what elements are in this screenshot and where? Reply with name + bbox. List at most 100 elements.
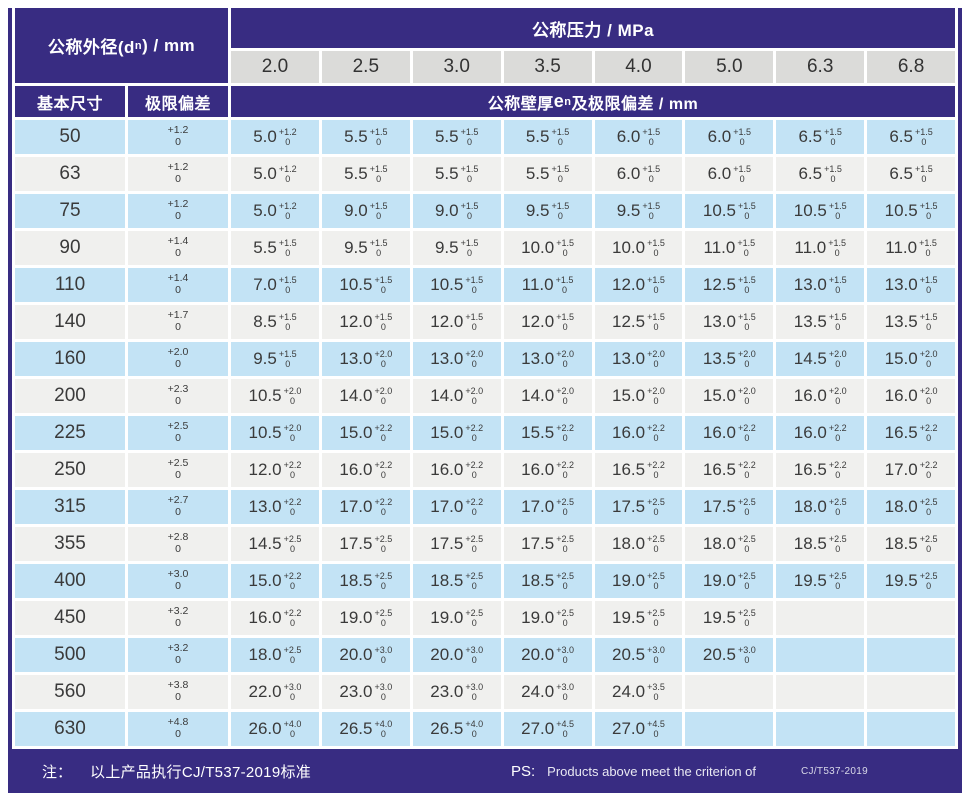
tolerance-stack: +2.5 0 [465, 607, 484, 628]
tolerance-stack: +2.0 0 [556, 385, 574, 406]
wall-thickness-value: 5.5 [344, 127, 368, 146]
wall-thickness-value: 12.0 [248, 460, 282, 479]
tolerance-stack: +2.0 0 [374, 385, 393, 406]
wall-thickness-cell: 10.0 +1.5 0 [503, 231, 592, 265]
wall-thickness-header: 公称壁厚 e n 及极限偏差 / mm [231, 86, 955, 117]
diameter-value: 355 [15, 527, 125, 561]
wall-thickness-value: 5.0 [253, 201, 277, 220]
tolerance-stack: +1.5 0 [278, 348, 297, 369]
wall-header-unit: 及极限偏差 / mm [571, 95, 699, 113]
tolerance-stack: +2.5 0 [647, 533, 665, 554]
wall-thickness-value: 17.0 [339, 497, 373, 516]
wall-thickness-cell: 13.5 +2.0 0 [685, 342, 774, 376]
wall-thickness-cell: 16.0 +2.2 0 [776, 416, 865, 450]
wall-thickness-value: 12.5 [612, 312, 646, 331]
wall-thickness-value: 9.5 [616, 201, 641, 220]
wall-thickness-value: 18.0 [793, 497, 827, 516]
tolerance-stack: +1.5 0 [374, 311, 393, 332]
tolerance-stack: +1.2 0 [278, 163, 297, 184]
wall-thickness-value: 13.5 [702, 349, 736, 368]
wall-thickness-cell: 27.0 +4.5 0 [594, 712, 683, 746]
pressure-col-header: 4.0 [594, 51, 683, 83]
wall-thickness-cell: 17.5 +2.5 0 [321, 527, 410, 561]
wall-thickness-cell: 10.5 +1.5 0 [321, 268, 410, 302]
wall-thickness-value: 13.0 [339, 349, 373, 368]
wall-thickness-value: 20.0 [430, 645, 464, 664]
wall-thickness-cell: 15.5 +2.2 0 [503, 416, 592, 450]
wall-thickness-cell: 5.0 +1.2 0 [231, 157, 319, 191]
wall-thickness-value: 18.5 [521, 571, 555, 590]
wall-thickness-cell: 6.0 +1.5 0 [685, 157, 774, 191]
wall-thickness-cell: 5.5 +1.5 0 [503, 120, 592, 154]
wall-thickness-value: 15.0 [430, 423, 464, 442]
wall-thickness-cell: 23.0 +3.0 0 [321, 675, 410, 709]
tolerance-stack: +2.5 0 [556, 607, 574, 628]
tolerance-stack: +2.5 0 [167, 420, 189, 444]
diameter-tolerance: +1.2 0 [128, 120, 228, 154]
wall-thickness-value: 16.0 [702, 423, 736, 442]
wall-thickness-value: 26.5 [430, 719, 464, 738]
wall-thickness-cell: 9.5 +1.5 0 [503, 194, 592, 228]
wall-thickness-cell: 19.5 +2.5 0 [685, 601, 774, 635]
pressure-col-header: 3.5 [503, 51, 592, 83]
ps-label: PS: [510, 762, 536, 780]
wall-thickness-cell: 27.0 +4.5 0 [503, 712, 592, 746]
wall-thickness-cell: 16.0 +2.2 0 [594, 416, 683, 450]
tolerance-stack: +1.5 0 [737, 237, 756, 258]
diameter-header-text: 公称外径(d [47, 38, 135, 57]
wall-thickness-value: 5.5 [253, 238, 277, 257]
tolerance-stack: +1.5 0 [647, 311, 665, 332]
wall-thickness-value: 17.5 [702, 497, 736, 516]
wall-thickness-value: 5.0 [253, 164, 277, 183]
tolerance-stack: +1.5 0 [369, 126, 388, 147]
diameter-tolerance: +1.2 0 [128, 194, 228, 228]
wall-thickness-value: 13.0 [248, 497, 282, 516]
diameter-tolerance: +1.4 0 [128, 231, 228, 265]
wall-thickness-cell: 16.5 +2.2 0 [776, 453, 865, 487]
wall-thickness-value: 18.5 [793, 534, 827, 553]
tolerance-stack: +4.0 0 [465, 718, 484, 739]
tolerance-stack: +1.5 0 [555, 274, 574, 295]
tolerance-stack: +2.2 0 [647, 422, 665, 443]
wall-thickness-value: 16.5 [884, 423, 918, 442]
tolerance-stack: +2.5 0 [374, 570, 393, 591]
wall-thickness-value: 13.0 [612, 349, 646, 368]
tolerance-stack: +1.5 0 [914, 126, 933, 147]
wall-thickness-value: 16.0 [612, 423, 646, 442]
wall-thickness-value: 17.0 [884, 460, 918, 479]
wall-thickness-cell: 10.5 +1.5 0 [867, 194, 955, 228]
empty-cell [685, 712, 774, 746]
tolerance-stack: +2.2 0 [828, 422, 847, 443]
tolerance-stack: +2.0 0 [647, 385, 665, 406]
wall-thickness-cell: 15.0 +2.2 0 [321, 416, 410, 450]
wall-thickness-value: 6.5 [798, 127, 823, 146]
wall-thickness-cell: 5.5 +1.5 0 [412, 157, 501, 191]
tolerance-stack: +4.0 0 [283, 718, 302, 739]
wall-thickness-cell: 19.5 +2.5 0 [776, 564, 865, 598]
tolerance-stack: +3.0 0 [283, 681, 302, 702]
wall-thickness-value: 17.0 [430, 497, 464, 516]
tolerance-stack: +1.5 0 [914, 163, 933, 184]
diameter-value: 400 [15, 564, 125, 598]
tolerance-stack: +4.8 0 [167, 716, 189, 740]
table-frame: 公称外径(d n) / mm 公称压力 / MPa 2.0 2.5 3.0 3.5… [8, 8, 962, 793]
empty-cell [867, 675, 955, 709]
diameter-subscript: n [134, 39, 143, 52]
wall-thickness-cell: 11.0 +1.5 0 [867, 231, 955, 265]
wall-thickness-cell: 19.0 +2.5 0 [594, 564, 683, 598]
wall-thickness-value: 16.0 [793, 423, 827, 442]
wall-thickness-cell: 18.5 +2.5 0 [776, 527, 865, 561]
wall-thickness-value: 6.0 [707, 164, 732, 183]
diameter-tolerance: +2.5 0 [128, 453, 228, 487]
wall-thickness-value: 22.0 [248, 682, 282, 701]
wall-thickness-value: 20.5 [612, 645, 646, 664]
wall-thickness-value: 15.0 [612, 386, 646, 405]
wall-thickness-cell: 19.5 +2.5 0 [867, 564, 955, 598]
tolerance-stack: +2.5 0 [647, 496, 665, 517]
tolerance-stack: +2.0 0 [465, 385, 484, 406]
footer-bar: 注： 以上产品执行CJ/T537-2019标准 PS: Products abo… [12, 749, 958, 793]
wall-thickness-value: 16.5 [702, 460, 736, 479]
wall-thickness-cell: 17.0 +2.2 0 [321, 490, 410, 524]
wall-thickness-cell: 15.0 +2.0 0 [594, 379, 683, 413]
tolerance-stack: +3.0 0 [374, 681, 393, 702]
